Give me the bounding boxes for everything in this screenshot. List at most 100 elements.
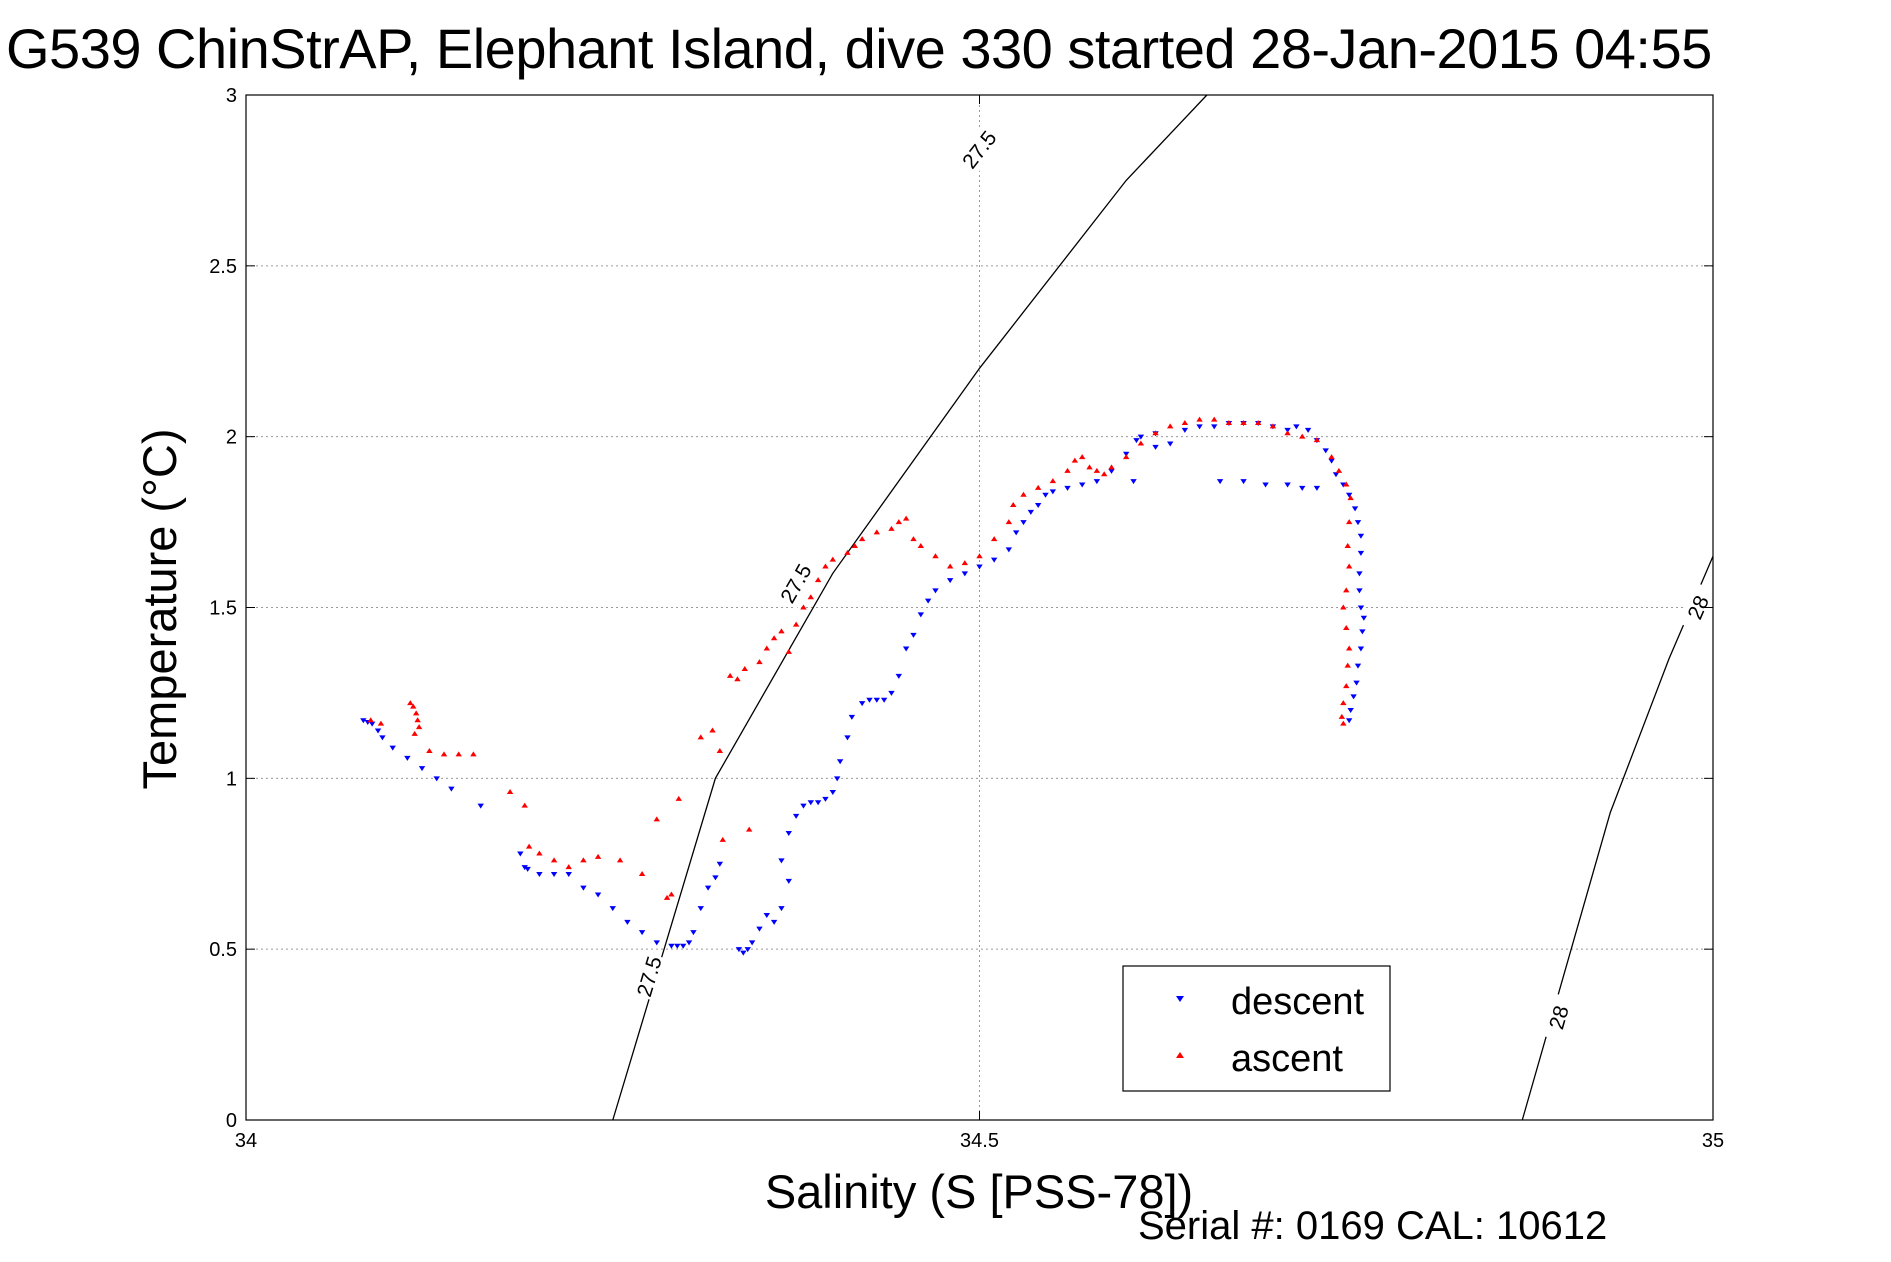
descent-point: [1262, 482, 1269, 488]
descent-point: [565, 872, 572, 877]
descent-point: [1357, 605, 1365, 611]
descent-point: [1181, 427, 1189, 433]
ascent-point: [888, 525, 895, 531]
descent-point: [763, 913, 770, 918]
descent-point: [624, 919, 631, 925]
ascent-point: [785, 648, 792, 654]
ascent-point: [616, 857, 624, 863]
descent-point: [1304, 427, 1312, 433]
descent-point: [917, 612, 925, 618]
descent-point: [1211, 424, 1218, 430]
y-tick-label: 2.5: [209, 256, 237, 278]
data-series: [360, 416, 1368, 956]
descent-point: [1299, 485, 1306, 491]
descent-point: [1027, 509, 1035, 515]
ascent-point: [1078, 454, 1086, 460]
ascent-point: [675, 795, 682, 801]
ascent-point: [506, 789, 514, 794]
descent-point: [550, 872, 558, 877]
ascent-point: [1181, 420, 1189, 425]
ascent-point: [407, 700, 414, 706]
ascent-point: [1211, 416, 1218, 422]
ascent-point: [1340, 604, 1347, 610]
y-axis-title: Temperature (°C): [133, 429, 186, 790]
descent-point: [932, 588, 939, 594]
descent-point: [1357, 646, 1365, 652]
ascent-point: [367, 717, 374, 723]
descent-point: [712, 875, 719, 881]
ascent-point: [1152, 430, 1159, 436]
ascent-point: [1345, 519, 1353, 525]
serial-cal-note: Serial #: 0169 CAL: 10612: [1138, 1204, 1608, 1248]
descent-point: [740, 950, 747, 956]
descent-point: [1332, 472, 1340, 478]
ascent-point: [1167, 423, 1174, 429]
ascent-point: [580, 857, 587, 863]
ascent-point: [410, 703, 417, 709]
ascent-point: [1240, 420, 1247, 425]
ascent-point: [426, 748, 433, 753]
descent-point: [976, 564, 983, 570]
descent-point: [1216, 479, 1224, 485]
ascent-point: [1344, 662, 1351, 668]
descent-point: [704, 885, 712, 891]
descent-point: [1350, 694, 1357, 700]
descent-point: [961, 571, 969, 577]
ascent-point: [411, 730, 418, 736]
ascent-point: [1020, 491, 1027, 497]
descent-point: [594, 892, 602, 898]
descent-point: [1353, 680, 1360, 686]
descent-point: [873, 697, 881, 703]
ascent-point: [1340, 720, 1347, 726]
ascent-point: [1034, 484, 1042, 490]
ascent-point: [377, 720, 385, 726]
x-tick-label: 35: [1702, 1130, 1724, 1152]
ascent-point: [932, 553, 939, 559]
descent-point: [477, 803, 484, 809]
ascent-point: [412, 710, 420, 716]
descent-point: [1356, 588, 1363, 594]
descent-point: [1064, 485, 1071, 491]
descent-point: [848, 714, 856, 720]
descent-point: [1345, 718, 1353, 724]
descent-point: [785, 831, 792, 836]
descent-point: [1012, 530, 1020, 536]
descent-point: [834, 776, 841, 782]
y-tick-label: 1.5: [209, 598, 237, 620]
descent-point: [368, 721, 376, 727]
ascent-point: [697, 734, 704, 740]
descent-point: [807, 800, 814, 806]
ascent-point: [844, 549, 851, 555]
ascent-point: [638, 871, 646, 876]
ascent-point: [663, 894, 671, 900]
descent-point: [1284, 482, 1291, 488]
ascent-point: [1255, 420, 1262, 425]
descent-point: [880, 697, 888, 703]
contour-label: 27.5: [633, 954, 667, 1000]
descent-point: [517, 851, 524, 857]
descent-point: [653, 940, 660, 946]
contour-label-background: [630, 951, 669, 1002]
descent-point: [433, 776, 440, 782]
descent-point: [792, 813, 800, 819]
ascent-point: [1343, 625, 1350, 630]
ascent-point: [1108, 464, 1115, 470]
descent-point: [946, 578, 954, 584]
ascent-point: [521, 802, 528, 808]
grid-layer: [246, 95, 1713, 1120]
descent-point: [1293, 424, 1300, 430]
ascent-point: [1225, 420, 1233, 425]
ascent-point: [470, 751, 477, 757]
descent-point: [1360, 615, 1368, 621]
descent-point: [404, 755, 411, 761]
x-tick-label: 34.5: [960, 1130, 999, 1152]
descent-point: [1359, 629, 1366, 635]
ascent-point: [1345, 645, 1353, 651]
descent-point: [858, 701, 866, 707]
descent-point: [1042, 492, 1049, 498]
y-tick-label: 1: [226, 768, 237, 790]
ascent-point: [1284, 430, 1291, 436]
ascent-point: [1137, 440, 1145, 446]
descent-point: [778, 906, 785, 912]
contour-label-background: [1677, 582, 1719, 633]
